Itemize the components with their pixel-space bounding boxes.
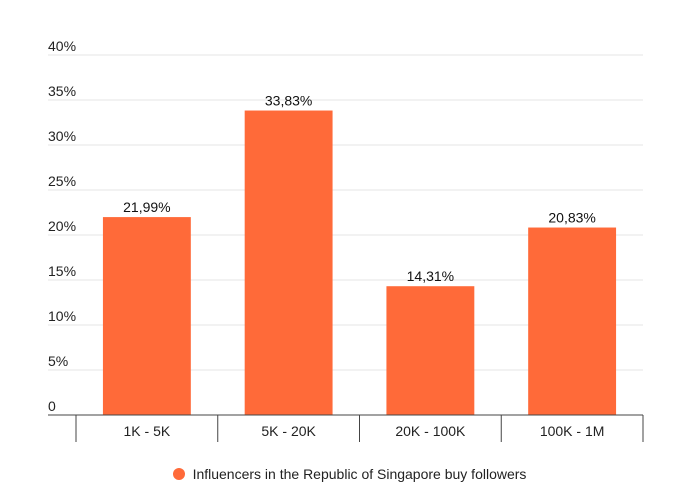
y-tick-label: 25% bbox=[48, 173, 76, 189]
x-axis: 1K - 5K 5K - 20K 20K - 100K 100K - 1M bbox=[48, 414, 644, 442]
y-tick-label: 0 bbox=[48, 398, 56, 414]
legend-swatch bbox=[172, 468, 185, 480]
y-tick-label: 30% bbox=[48, 128, 76, 144]
y-tick-label: 10% bbox=[48, 308, 76, 324]
x-category-label: 5K - 20K bbox=[261, 423, 316, 439]
legend: Influencers in the Republic of Singapore… bbox=[0, 466, 699, 482]
data-label: 14,31% bbox=[407, 268, 454, 284]
x-category-label: 20K - 100K bbox=[395, 423, 466, 439]
bar bbox=[386, 286, 475, 415]
bars bbox=[102, 110, 617, 415]
bar bbox=[528, 227, 617, 415]
bar bbox=[102, 217, 191, 415]
data-labels: 21,99% 33,83% 14,31% 20,83% bbox=[123, 93, 596, 285]
y-axis-tick-labels: 0 5% 10% 15% 20% 25% 30% 35% 40% bbox=[48, 38, 76, 414]
data-label: 20,83% bbox=[548, 210, 595, 226]
data-label: 21,99% bbox=[123, 199, 170, 215]
bar bbox=[244, 110, 333, 415]
legend-label: Influencers in the Republic of Singapore… bbox=[192, 466, 527, 482]
y-tick-label: 15% bbox=[48, 263, 76, 279]
y-tick-label: 35% bbox=[48, 83, 76, 99]
data-label: 33,83% bbox=[265, 93, 312, 109]
x-category-label: 100K - 1M bbox=[540, 423, 605, 439]
y-tick-label: 5% bbox=[48, 353, 68, 369]
x-category-label: 1K - 5K bbox=[124, 423, 171, 439]
y-tick-label: 40% bbox=[48, 38, 76, 54]
y-tick-label: 20% bbox=[48, 218, 76, 234]
